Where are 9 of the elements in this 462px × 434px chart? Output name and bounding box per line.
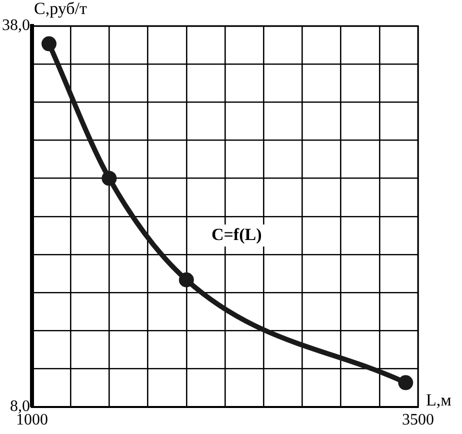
x-axis-title: L,м <box>426 390 452 410</box>
point <box>178 272 194 288</box>
x-tick-label: 3500 <box>402 412 434 429</box>
point <box>102 170 117 186</box>
y-tick-label: 38,0 <box>2 17 30 34</box>
point <box>41 36 56 52</box>
annotation: C=f(L) <box>211 224 262 244</box>
y-axis-title: С,руб/т <box>34 0 88 18</box>
point <box>398 375 414 390</box>
